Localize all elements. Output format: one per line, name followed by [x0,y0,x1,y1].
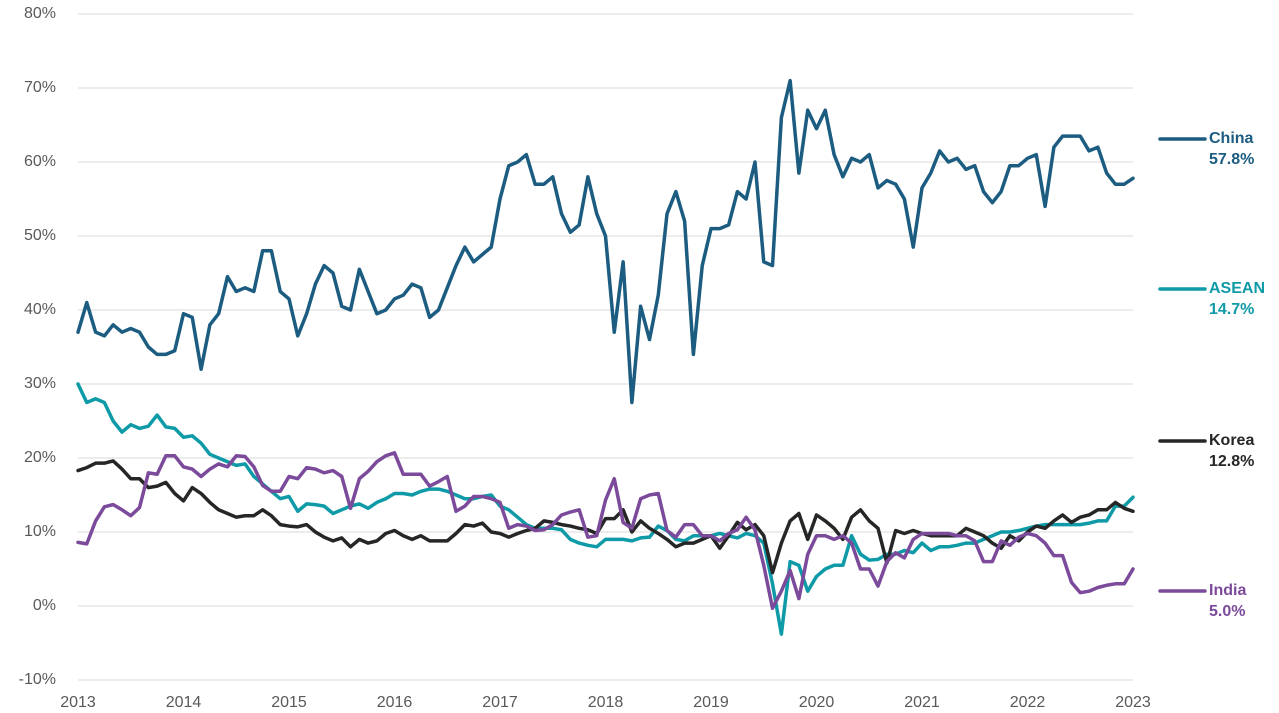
legend-label: ASEAN [1209,280,1265,297]
legend-value: 5.0% [1209,603,1245,620]
x-tick-label: 2016 [377,694,413,711]
x-tick-label: 2020 [799,694,835,711]
y-tick-label: 70% [24,79,56,96]
x-tick-label: 2021 [904,694,940,711]
legend-label: India [1209,582,1246,599]
legend-label: China [1209,130,1254,147]
x-tick-label: 2013 [60,694,96,711]
legend-value: 12.8% [1209,453,1254,470]
x-tick-label: 2015 [271,694,307,711]
series-line [76,459,1135,575]
y-tick-label: -10% [19,671,56,688]
series-line [76,451,1135,610]
y-tick-label: 40% [24,301,56,318]
legend-value: 57.8% [1209,151,1254,168]
x-tick-label: 2017 [482,694,518,711]
y-tick-label: 0% [33,597,56,614]
y-tick-label: 60% [24,153,56,170]
legend-label: Korea [1209,432,1254,449]
y-tick-label: 50% [24,227,56,244]
x-tick-label: 2022 [1010,694,1046,711]
series-line [76,382,1135,636]
y-tick-label: 80% [24,5,56,22]
x-tick-label: 2023 [1115,694,1151,711]
legend-value: 14.7% [1209,301,1254,318]
series-line [76,78,1135,405]
y-tick-label: 10% [24,523,56,540]
y-tick-label: 30% [24,375,56,392]
y-tick-label: 20% [24,449,56,466]
x-tick-label: 2014 [166,694,202,711]
x-tick-label: 2019 [693,694,729,711]
x-tick-label: 2018 [588,694,624,711]
